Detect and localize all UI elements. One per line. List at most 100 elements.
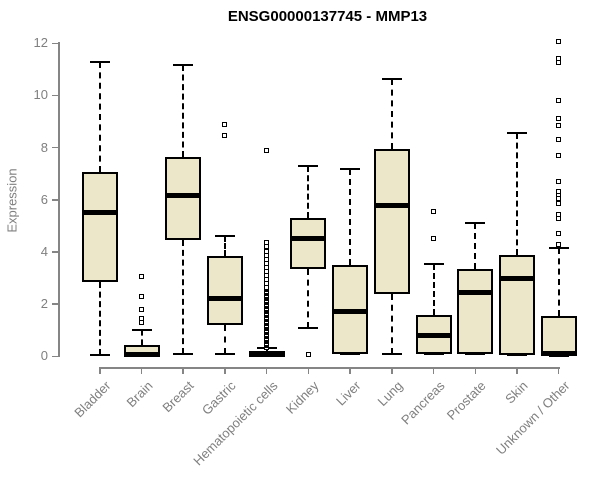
whisker-cap-lower-breast — [173, 352, 194, 355]
whisker-cap-upper-unknown-other — [548, 247, 569, 250]
whisker-lower-breast — [182, 240, 185, 354]
y-axis-tick — [52, 94, 58, 97]
y-tick-label: 6 — [40, 191, 48, 207]
whisker-cap-lower-bladder — [89, 353, 110, 356]
box-bladder — [81, 172, 118, 282]
x-axis-tick — [140, 367, 143, 374]
box-liver — [332, 265, 369, 354]
whisker-upper-brain — [140, 330, 143, 345]
median-bladder — [81, 210, 118, 216]
outlier-unknown-other — [556, 98, 562, 104]
whisker-upper-lung — [390, 78, 393, 149]
x-axis-tick — [557, 367, 560, 374]
x-axis-tick — [474, 367, 477, 374]
box-prostate — [457, 268, 494, 354]
y-axis-tick — [52, 199, 58, 201]
whisker-cap-lower-kidney — [298, 326, 319, 329]
whisker-upper-hematopoietic-cells — [265, 348, 268, 352]
outlier-unknown-other — [556, 179, 562, 185]
outlier-hematopoietic-cells — [264, 249, 270, 255]
outlier-unknown-other — [556, 231, 562, 237]
whisker-lower-lung — [390, 293, 393, 354]
y-tick-label: 12 — [33, 35, 48, 51]
box-skin — [499, 254, 535, 355]
outlier-unknown-other — [556, 137, 562, 143]
median-brain — [123, 351, 160, 357]
whisker-cap-upper-lung — [381, 77, 402, 80]
x-axis-tick — [99, 367, 101, 374]
outlier-hematopoietic-cells — [264, 240, 270, 246]
whisker-cap-lower-unknown-other — [548, 355, 569, 358]
y-tick-label: 2 — [40, 296, 48, 312]
outlier-brain — [139, 315, 145, 321]
whisker-upper-unknown-other — [557, 248, 560, 316]
whisker-lower-kidney — [307, 268, 310, 328]
x-axis-tick — [516, 367, 518, 374]
whisker-cap-lower-liver — [340, 352, 361, 355]
outlier-dense-hematopoietic-cells — [264, 284, 270, 290]
x-axis-line — [98, 367, 560, 369]
box-kidney — [290, 218, 327, 269]
whisker-cap-upper-liver — [340, 167, 361, 170]
whisker-upper-liver — [349, 168, 352, 265]
x-axis-tick — [307, 367, 310, 374]
box-breast — [165, 156, 202, 241]
median-pancreas — [415, 332, 452, 338]
median-gastric — [206, 296, 243, 302]
outlier-unknown-other — [556, 39, 562, 45]
chart-title: ENSG00000137745 - MMP13 — [227, 8, 428, 25]
whisker-cap-upper-prostate — [465, 222, 486, 225]
whisker-upper-prostate — [474, 223, 477, 269]
outlier-gastric — [222, 121, 228, 127]
whisker-upper-gastric — [223, 236, 226, 256]
median-lung — [373, 202, 410, 208]
outlier-kidney — [305, 352, 311, 358]
y-tick-label: 4 — [40, 243, 48, 259]
outlier-brain — [139, 293, 145, 299]
median-kidney — [290, 236, 327, 242]
outlier-brain — [139, 274, 145, 280]
outlier-unknown-other — [556, 152, 562, 158]
y-axis-tick — [52, 251, 58, 253]
outlier-pancreas — [431, 236, 437, 242]
outlier-unknown-other — [556, 241, 562, 247]
outlier-unknown-other — [556, 56, 562, 62]
whisker-upper-breast — [182, 65, 185, 157]
whisker-upper-pancreas — [432, 263, 435, 315]
median-skin — [499, 275, 535, 281]
x-axis-tick — [432, 367, 435, 374]
whisker-cap-upper-gastric — [214, 235, 235, 238]
whisker-cap-lower-pancreas — [423, 352, 444, 355]
whisker-cap-upper-breast — [173, 64, 194, 67]
median-breast — [165, 193, 202, 199]
box-gastric — [206, 255, 243, 325]
outlier-unknown-other — [556, 122, 562, 128]
y-tick-label: 8 — [40, 139, 48, 155]
y-axis-tick — [52, 42, 58, 45]
whisker-cap-lower-lung — [381, 352, 402, 355]
whisker-upper-skin — [516, 133, 518, 255]
y-axis-tick — [52, 146, 58, 149]
outlier-gastric — [222, 133, 228, 139]
outlier-unknown-other — [556, 201, 562, 207]
outlier-unknown-other — [556, 189, 562, 195]
whisker-cap-upper-pancreas — [423, 262, 444, 265]
outlier-unknown-other — [556, 211, 562, 217]
whisker-cap-upper-brain — [131, 329, 152, 332]
outlier-brain — [139, 306, 145, 312]
whisker-cap-upper-kidney — [298, 164, 319, 167]
median-unknown-other — [540, 351, 577, 357]
x-axis-tick — [265, 367, 268, 374]
y-axis-tick — [52, 355, 58, 358]
x-axis-tick — [391, 367, 393, 374]
y-axis-line — [58, 42, 60, 358]
whisker-cap-lower-gastric — [214, 352, 235, 355]
x-axis-tick — [182, 367, 184, 374]
y-axis-tick — [52, 303, 58, 305]
y-tick-label: 0 — [40, 348, 48, 364]
median-liver — [332, 309, 369, 315]
whisker-cap-upper-skin — [507, 132, 527, 135]
outlier-hematopoietic-cells — [264, 147, 270, 153]
median-prostate — [457, 289, 494, 295]
